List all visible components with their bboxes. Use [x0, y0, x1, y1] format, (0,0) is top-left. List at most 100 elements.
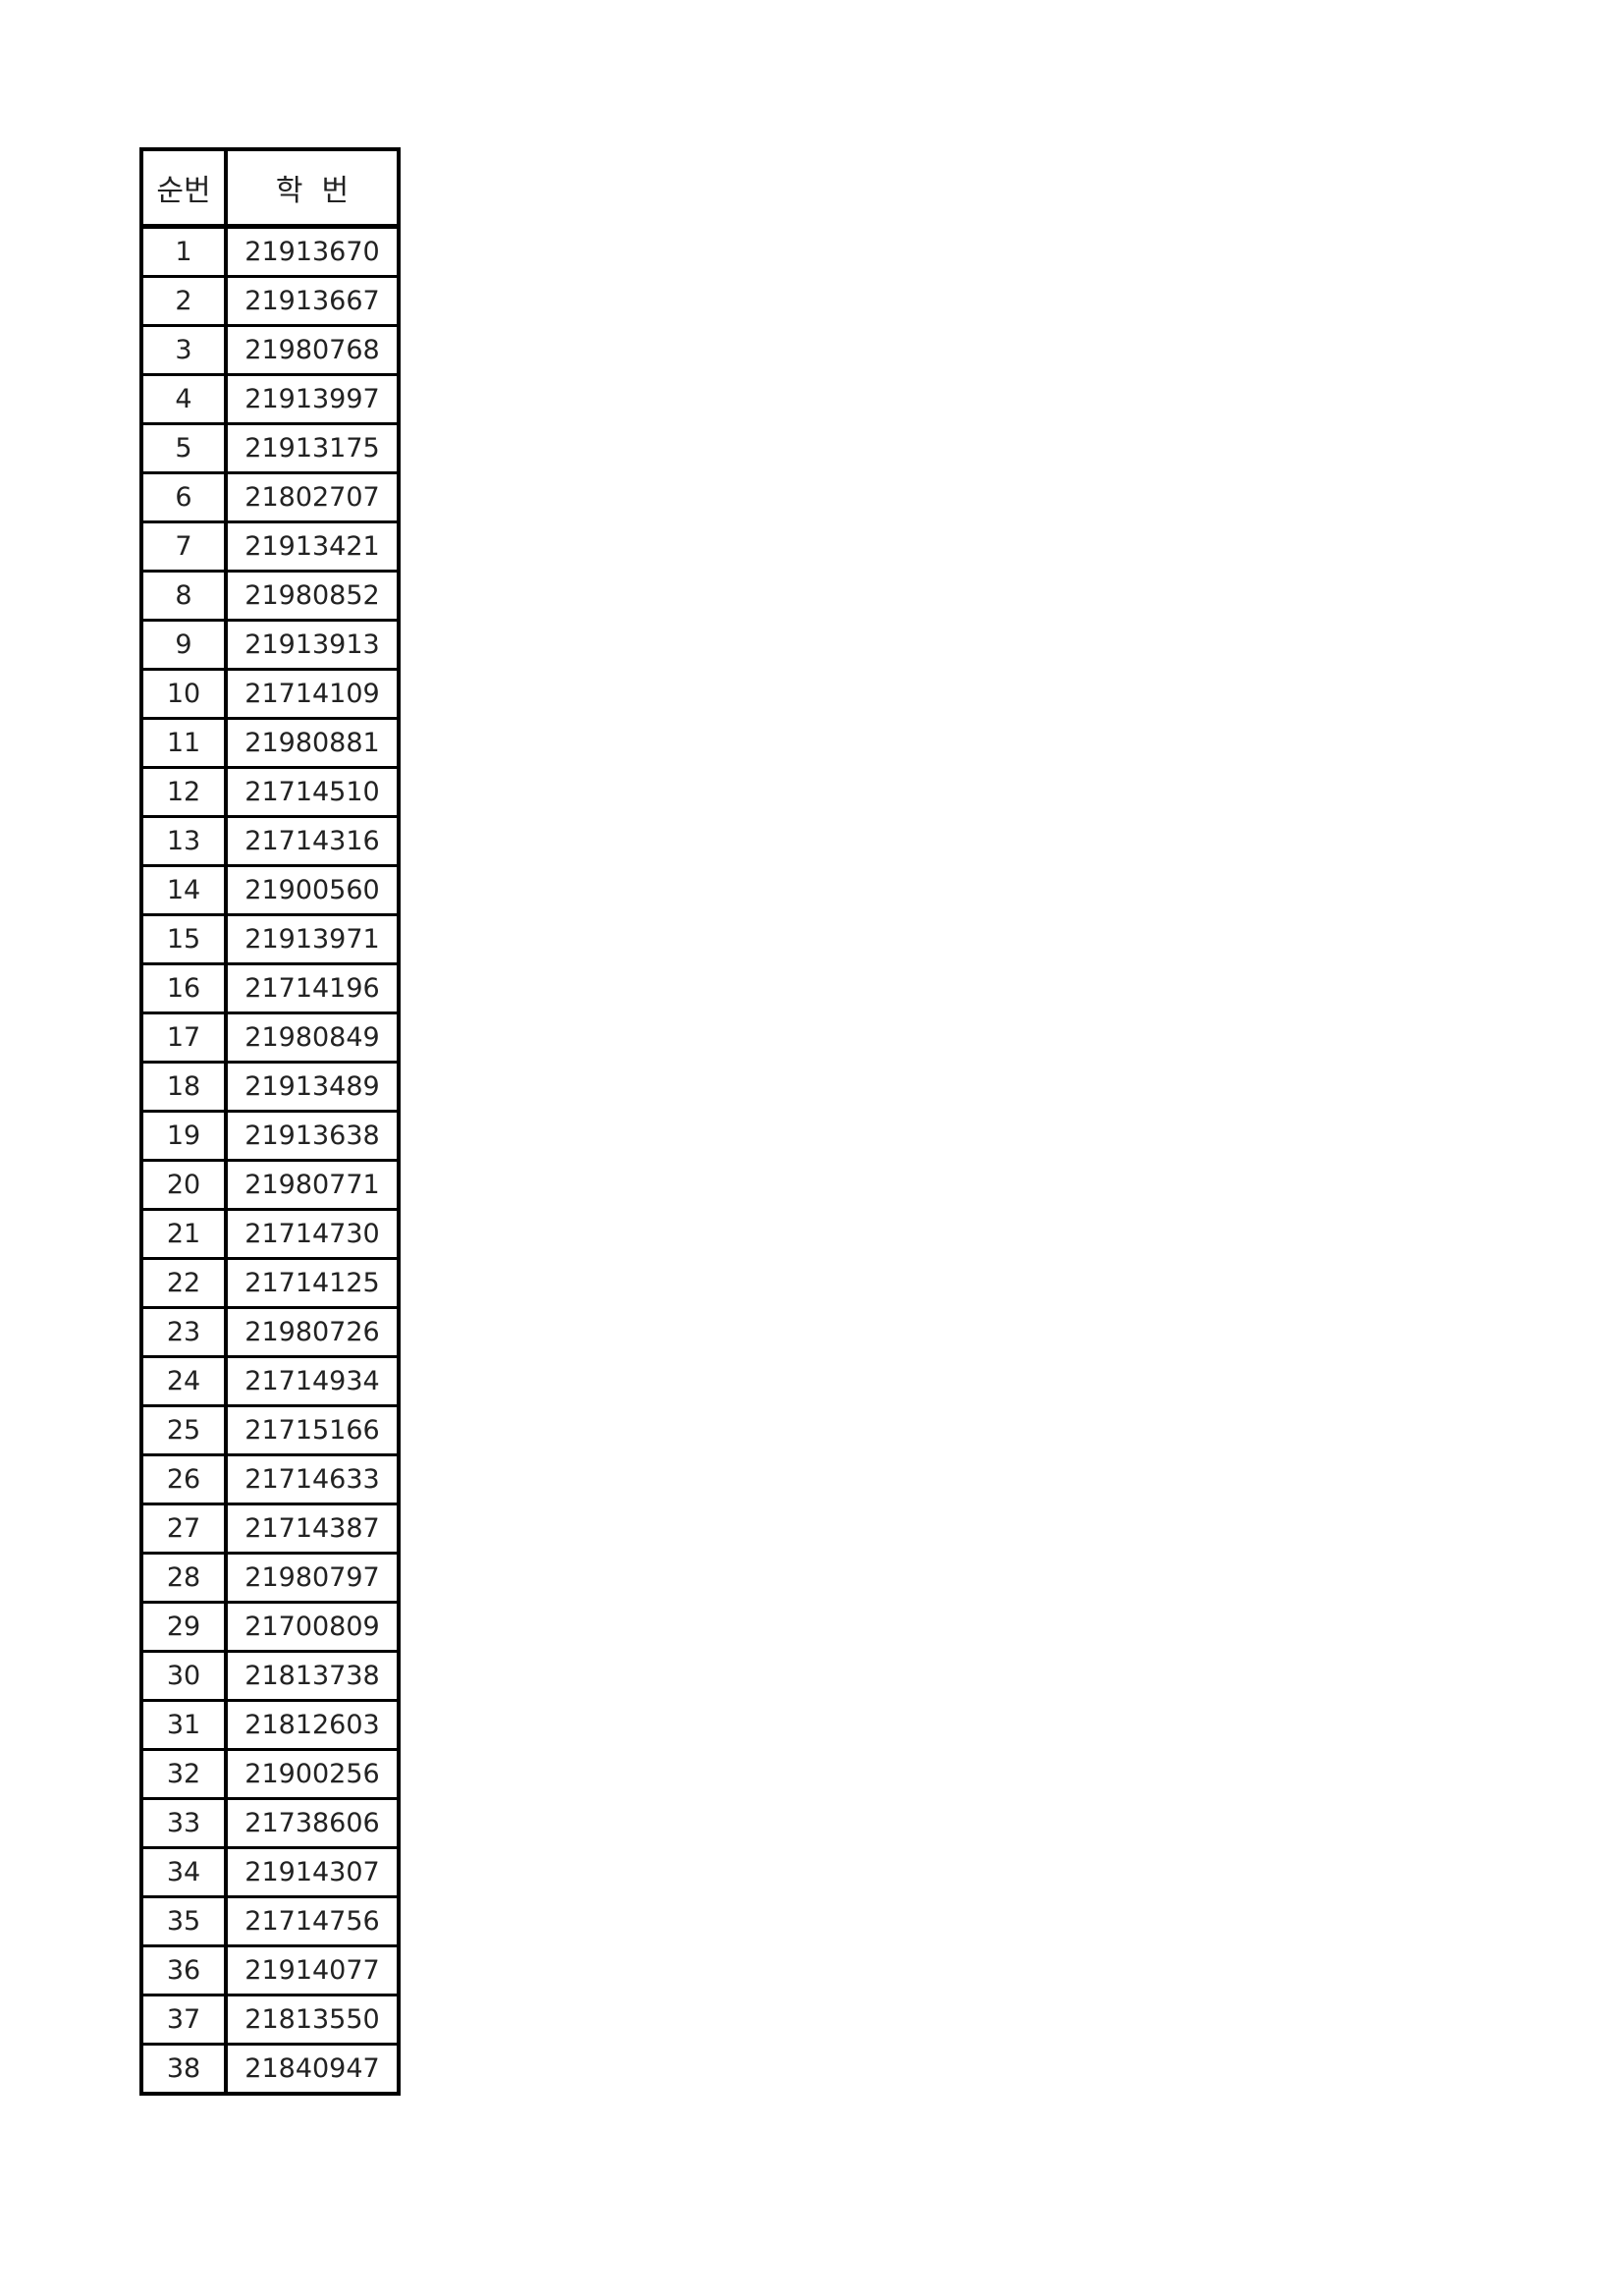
student-id-cell: 21980726	[224, 1306, 401, 1358]
seq-cell: 4	[139, 373, 228, 425]
student-id-cell: 21980768	[224, 324, 401, 376]
seq-cell: 22	[139, 1257, 228, 1309]
table-row: 22 21714125	[139, 1257, 401, 1309]
table-row: 28 21980797	[139, 1552, 401, 1604]
table-row: 37 21813550	[139, 1994, 401, 2046]
table-row: 9 21913913	[139, 619, 401, 671]
student-id-cell: 21714109	[224, 668, 401, 720]
table-row: 29 21700809	[139, 1601, 401, 1653]
student-id-cell: 21714756	[224, 1895, 401, 1947]
table-row: 18 21913489	[139, 1061, 401, 1113]
student-id-cell: 21913638	[224, 1110, 401, 1162]
seq-cell: 33	[139, 1797, 228, 1849]
seq-cell: 36	[139, 1944, 228, 1996]
table-row: 24 21714934	[139, 1355, 401, 1407]
student-id-cell: 21714196	[224, 962, 401, 1014]
table-row: 19 21913638	[139, 1110, 401, 1162]
table-row: 36 21914077	[139, 1944, 401, 1996]
seq-cell: 25	[139, 1404, 228, 1456]
seq-cell: 30	[139, 1650, 228, 1702]
seq-cell: 8	[139, 570, 228, 622]
student-id-cell: 21913667	[224, 275, 401, 327]
table-row: 4 21913997	[139, 373, 401, 425]
student-id-cell: 21714125	[224, 1257, 401, 1309]
seq-cell: 12	[139, 766, 228, 818]
student-id-cell: 21714387	[224, 1503, 401, 1555]
seq-cell: 11	[139, 717, 228, 769]
seq-cell: 5	[139, 422, 228, 474]
table-row: 25 21715166	[139, 1404, 401, 1456]
table-row: 14 21900560	[139, 864, 401, 916]
seq-cell: 24	[139, 1355, 228, 1407]
student-id-cell: 21714934	[224, 1355, 401, 1407]
student-id-cell: 21714633	[224, 1453, 401, 1505]
seq-cell: 20	[139, 1159, 228, 1211]
seq-cell: 15	[139, 913, 228, 965]
student-id-cell: 21840947	[224, 2043, 401, 2096]
table-row: 20 21980771	[139, 1159, 401, 1211]
seq-cell: 1	[139, 225, 228, 278]
seq-cell: 16	[139, 962, 228, 1014]
table-row: 12 21714510	[139, 766, 401, 818]
student-id-cell: 21802707	[224, 471, 401, 523]
header-row: 순번 학 번	[139, 147, 401, 229]
student-id-cell: 21715166	[224, 1404, 401, 1456]
student-id-cell: 21738606	[224, 1797, 401, 1849]
table-row: 23 21980726	[139, 1306, 401, 1358]
seq-cell: 23	[139, 1306, 228, 1358]
student-id-cell: 21913489	[224, 1061, 401, 1113]
table-row: 5 21913175	[139, 422, 401, 474]
student-id-cell: 21980797	[224, 1552, 401, 1604]
student-id-cell: 21812603	[224, 1699, 401, 1751]
student-id-cell: 21813738	[224, 1650, 401, 1702]
table-row: 11 21980881	[139, 717, 401, 769]
table-row: 21 21714730	[139, 1208, 401, 1260]
seq-cell: 17	[139, 1011, 228, 1064]
seq-cell: 13	[139, 815, 228, 867]
seq-cell: 6	[139, 471, 228, 523]
student-id-cell: 21913421	[224, 520, 401, 573]
seq-cell: 29	[139, 1601, 228, 1653]
student-id-cell: 21900560	[224, 864, 401, 916]
student-id-cell: 21980771	[224, 1159, 401, 1211]
seq-cell: 2	[139, 275, 228, 327]
seq-cell: 28	[139, 1552, 228, 1604]
table-row: 15 21913971	[139, 913, 401, 965]
student-id-cell: 21900256	[224, 1748, 401, 1800]
header-seq: 순번	[139, 147, 228, 229]
seq-cell: 38	[139, 2043, 228, 2096]
table-row: 27 21714387	[139, 1503, 401, 1555]
table-row: 34 21914307	[139, 1846, 401, 1898]
student-id-cell: 21913997	[224, 373, 401, 425]
table-row: 16 21714196	[139, 962, 401, 1014]
seq-cell: 7	[139, 520, 228, 573]
table-row: 1 21913670	[139, 225, 401, 278]
table-row: 30 21813738	[139, 1650, 401, 1702]
seq-cell: 18	[139, 1061, 228, 1113]
student-id-cell: 21914077	[224, 1944, 401, 1996]
table-row: 38 21840947	[139, 2043, 401, 2096]
table-row: 10 21714109	[139, 668, 401, 720]
table-row: 6 21802707	[139, 471, 401, 523]
student-id-cell: 21714730	[224, 1208, 401, 1260]
seq-cell: 32	[139, 1748, 228, 1800]
table-row: 17 21980849	[139, 1011, 401, 1064]
table-row: 35 21714756	[139, 1895, 401, 1947]
table-row: 33 21738606	[139, 1797, 401, 1849]
seq-cell: 31	[139, 1699, 228, 1751]
table-row: 2 21913667	[139, 275, 401, 327]
student-id-cell: 21913670	[224, 225, 401, 278]
student-id-table: 순번 학 번 1 21913670 2 21913667 3 21980768 4 21913…	[139, 147, 401, 2096]
table-row: 13 21714316	[139, 815, 401, 867]
student-id-cell: 21913971	[224, 913, 401, 965]
student-id-cell: 21980852	[224, 570, 401, 622]
student-id-cell: 21913913	[224, 619, 401, 671]
table-row: 7 21913421	[139, 520, 401, 573]
student-id-cell: 21714510	[224, 766, 401, 818]
student-id-cell: 21700809	[224, 1601, 401, 1653]
table-row: 32 21900256	[139, 1748, 401, 1800]
seq-cell: 26	[139, 1453, 228, 1505]
seq-cell: 10	[139, 668, 228, 720]
header-student-id: 학 번	[224, 147, 401, 229]
table-row: 8 21980852	[139, 570, 401, 622]
